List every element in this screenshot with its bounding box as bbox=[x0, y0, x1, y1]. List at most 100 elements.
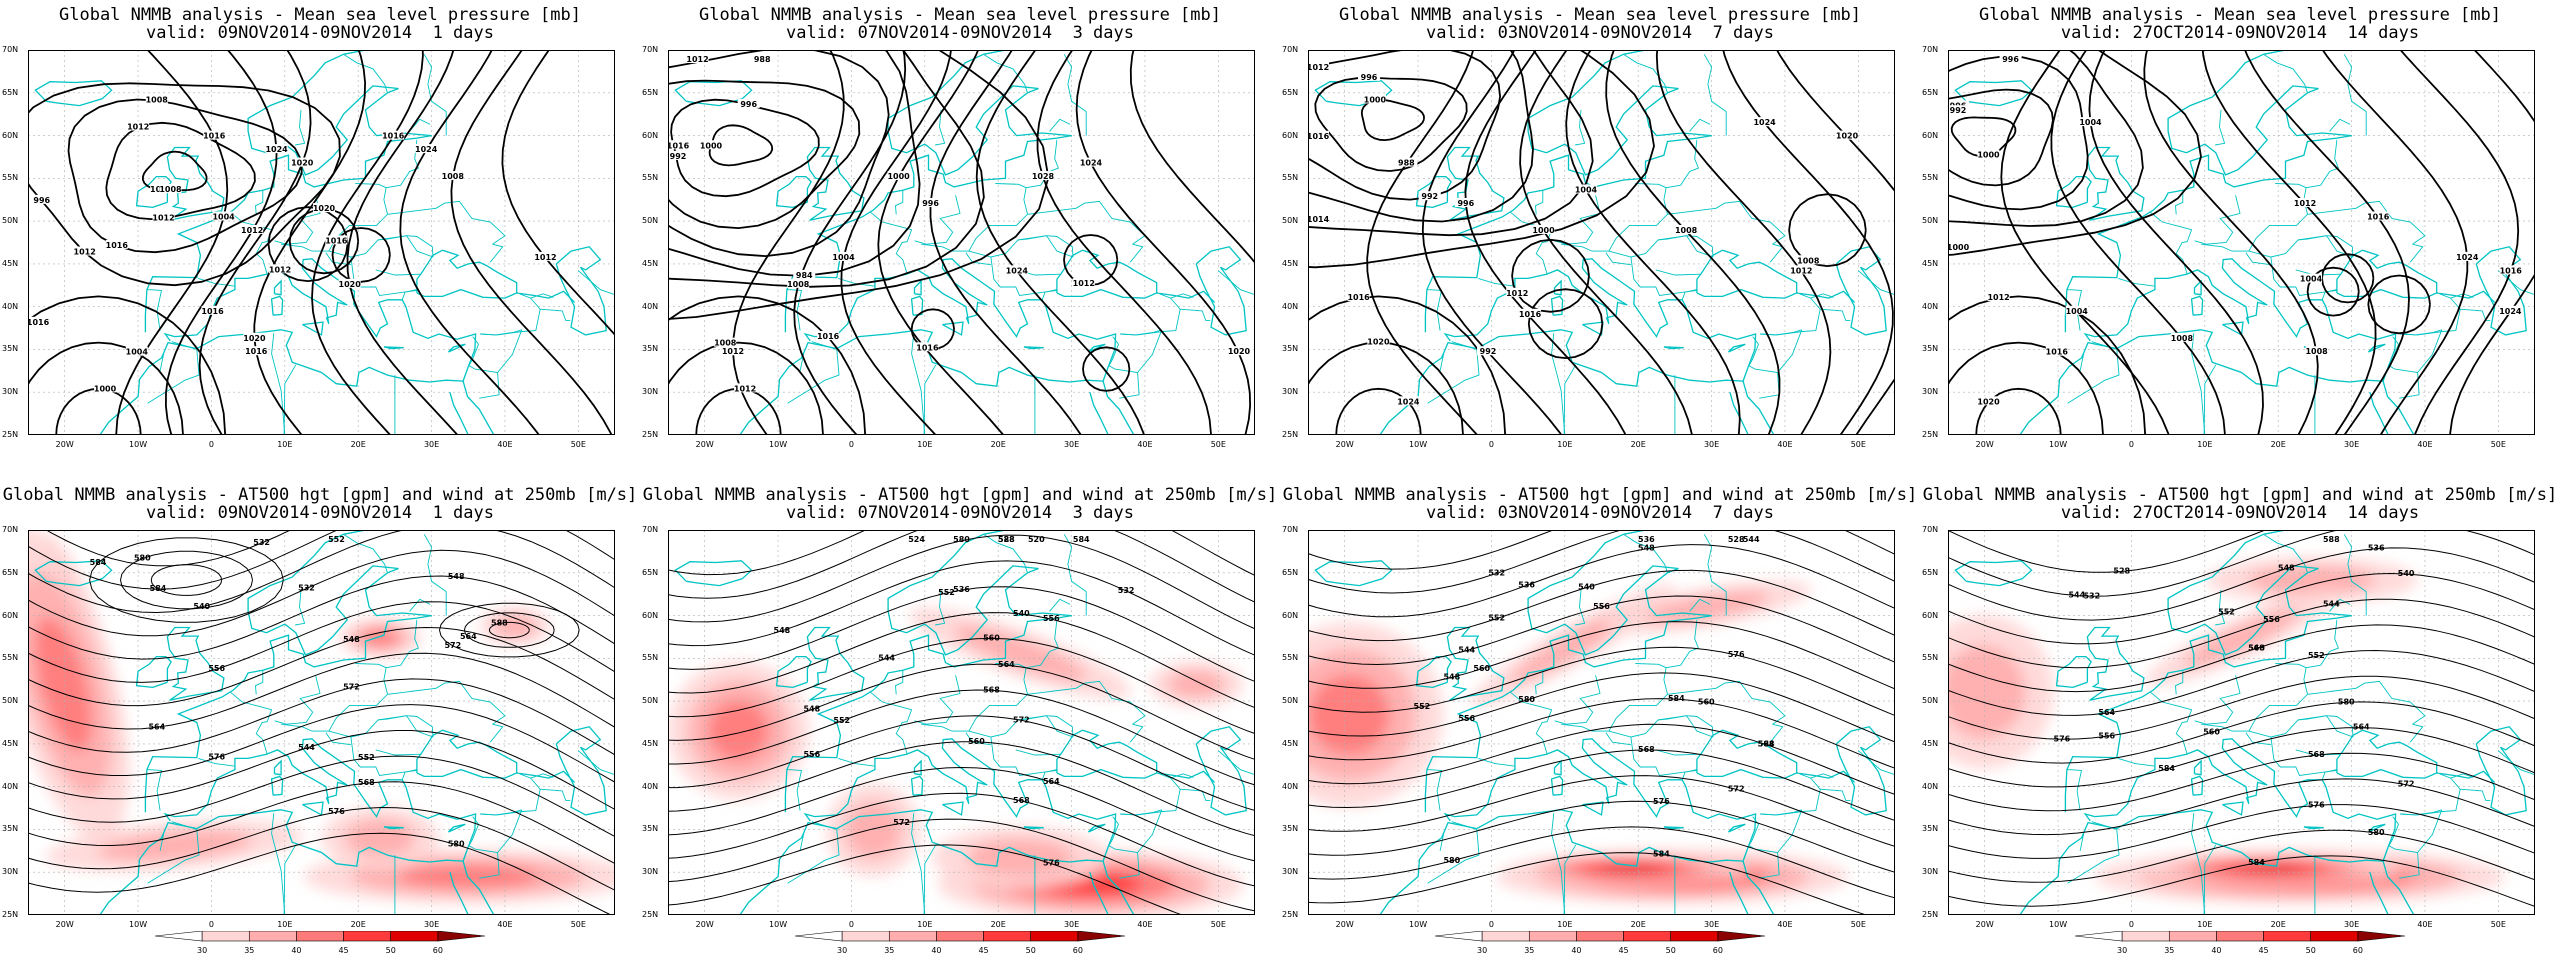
coastline bbox=[166, 626, 225, 701]
country-border bbox=[2203, 844, 2217, 915]
lon-tick-label: 40E bbox=[497, 920, 513, 929]
height-contour bbox=[1308, 723, 1895, 795]
lon-tick-label: 20W bbox=[1975, 440, 1994, 449]
isobar bbox=[732, 50, 845, 435]
coastline bbox=[447, 823, 466, 833]
lat-tick-label: 45N bbox=[1282, 258, 1299, 268]
country-border bbox=[1655, 269, 1702, 276]
lat-tick-label: 40N bbox=[1282, 301, 1299, 311]
lat-tick-label: 25N bbox=[2, 910, 19, 919]
lon-tick-label: 30E bbox=[1703, 920, 1720, 929]
isobar bbox=[1314, 76, 1468, 172]
height-contour bbox=[45, 530, 615, 567]
contour-label: 560 bbox=[968, 737, 985, 746]
country-border bbox=[578, 270, 615, 296]
country-border bbox=[921, 183, 1028, 252]
country-border bbox=[923, 844, 937, 915]
contour-label: 536 bbox=[2368, 544, 2385, 553]
country-border bbox=[2079, 353, 2085, 371]
lat-tick-label: 50N bbox=[642, 216, 659, 226]
country-border bbox=[2388, 336, 2420, 399]
coastline bbox=[34, 80, 113, 107]
country-border bbox=[911, 813, 926, 915]
coastline bbox=[1056, 249, 1158, 299]
isobar bbox=[1308, 295, 1507, 435]
country-border bbox=[1667, 200, 1786, 245]
contour-label: 1024 bbox=[415, 145, 438, 154]
coastline bbox=[343, 530, 425, 535]
contour-label: 992 bbox=[1950, 106, 1967, 115]
lon-tick-label: 40E bbox=[2417, 440, 2433, 449]
contour-label: 572 bbox=[343, 682, 360, 691]
contour-label: 1008 bbox=[714, 339, 737, 348]
height-contour bbox=[28, 832, 613, 915]
contour-label: 1012 bbox=[1987, 293, 2009, 302]
coastline bbox=[247, 53, 432, 176]
lat-tick-label: 40N bbox=[642, 781, 659, 791]
country-border bbox=[271, 813, 286, 915]
map-canvas: 528 532 536 540 544 548 552 556 560 564 568 572 576 5… bbox=[1308, 530, 1895, 915]
country-border bbox=[1563, 364, 1577, 435]
contour-label: 556 bbox=[803, 750, 820, 759]
coastline bbox=[2436, 770, 2496, 783]
contour-label: 552 bbox=[1488, 614, 1505, 623]
contour-label: 1016 bbox=[203, 132, 226, 141]
isobar bbox=[1308, 50, 1534, 223]
panel-title: Global NMMB analysis - Mean sea level pr… bbox=[59, 5, 581, 25]
isobar bbox=[793, 50, 907, 435]
isobar bbox=[1308, 50, 1594, 237]
contour-label: 588 bbox=[2323, 535, 2340, 544]
contour-label: 992 bbox=[670, 152, 687, 161]
country-border bbox=[375, 269, 422, 276]
coastline bbox=[1729, 392, 1749, 435]
country-border bbox=[2263, 533, 2308, 573]
contour-label: 1012 bbox=[74, 248, 96, 257]
country-border bbox=[2067, 821, 2120, 884]
country-border bbox=[1108, 336, 1140, 399]
isobar bbox=[1948, 341, 2104, 435]
country-border bbox=[1575, 109, 1586, 146]
z500-panel-1: Global NMMB analysis - AT500 hgt [gpm] a… bbox=[0, 480, 640, 960]
contour-label: 1004 bbox=[2066, 307, 2089, 316]
contour-label: 588 bbox=[998, 535, 1015, 544]
coastline bbox=[1553, 279, 1562, 296]
map-area: 1016101210089961004101210161020101610201… bbox=[28, 50, 615, 435]
lon-tick-label: 40E bbox=[1777, 440, 1793, 449]
height-contour bbox=[1948, 829, 2535, 883]
coastline bbox=[516, 770, 576, 783]
country-border bbox=[1551, 813, 1566, 915]
isobar bbox=[668, 341, 824, 435]
coastline bbox=[2369, 392, 2389, 435]
height-contour bbox=[1308, 646, 1895, 717]
country-border bbox=[968, 235, 1074, 258]
coastline bbox=[273, 759, 282, 776]
colorbar-tick-label: 35 bbox=[884, 946, 894, 955]
country-border bbox=[540, 308, 571, 321]
lon-tick-label: 10W bbox=[769, 440, 788, 449]
lon-tick-label: 20E bbox=[2270, 440, 2286, 449]
lat-tick-label: 40N bbox=[1922, 781, 1939, 791]
contour-label: 1016 bbox=[1519, 310, 1542, 319]
country-border bbox=[1554, 675, 1601, 725]
lat-tick-label: 35N bbox=[1282, 344, 1299, 354]
isobar bbox=[877, 50, 1005, 435]
contour-label: 548 bbox=[343, 635, 360, 644]
isobar bbox=[450, 50, 613, 435]
coastline bbox=[555, 246, 607, 336]
contour-label: 532 bbox=[253, 538, 270, 547]
isobar bbox=[975, 50, 1146, 435]
contour-label: 1020 bbox=[243, 334, 266, 343]
country-border bbox=[1748, 816, 1780, 879]
contour-label: 576 bbox=[2308, 800, 2325, 809]
coastline bbox=[2167, 533, 2352, 656]
country-border bbox=[479, 773, 541, 816]
coastline bbox=[1796, 770, 1856, 783]
country-border bbox=[479, 293, 541, 336]
isobar bbox=[1975, 387, 2062, 435]
contour-label: 560 bbox=[1698, 697, 1715, 706]
coastline bbox=[1527, 53, 1712, 176]
country-border bbox=[2118, 757, 2155, 767]
lon-tick-label: 20E bbox=[350, 440, 366, 449]
contour-label: 556 bbox=[208, 664, 225, 673]
lat-tick-label: 50N bbox=[642, 696, 659, 706]
